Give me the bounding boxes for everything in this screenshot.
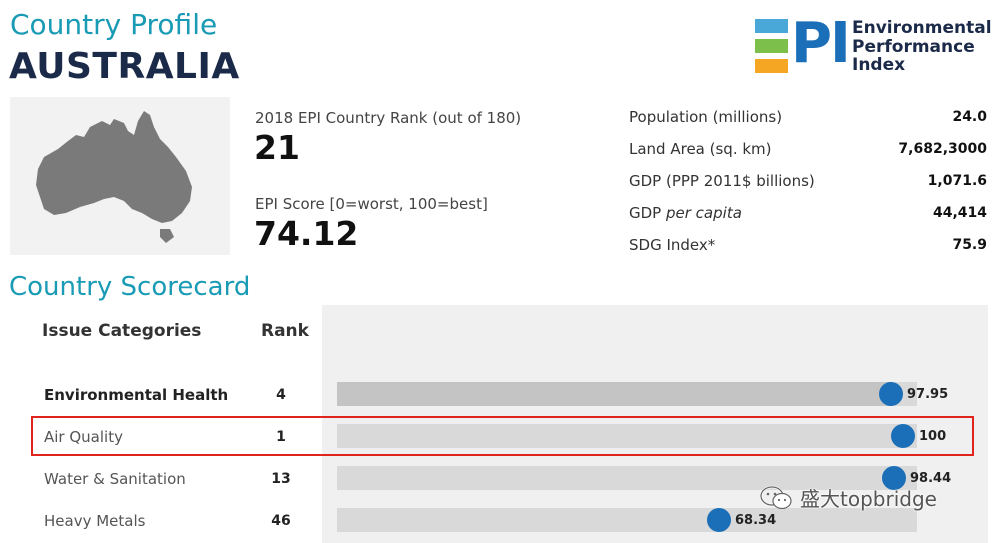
logo-line-2: Performance — [852, 36, 975, 57]
score-dot — [882, 466, 906, 490]
indicator-label: Population (millions) — [629, 108, 783, 126]
indicator-label-italic: per capita — [666, 204, 742, 222]
logo-bar-blue — [755, 19, 788, 33]
score-value-label: 97.95 — [907, 387, 949, 402]
watermark-text: 盛大topbridge — [800, 487, 937, 511]
score-bar-track — [337, 424, 917, 448]
column-header-rank: Rank — [261, 321, 309, 341]
category-label: Heavy Metals — [44, 512, 146, 530]
epi-logo: PI Environmental Performance Index — [755, 14, 995, 75]
indicator-label: SDG Index* — [629, 236, 716, 254]
indicator-value: 7,682,3000 — [898, 141, 987, 157]
logo-text: Environmental Performance Index — [852, 19, 992, 75]
rank-label: 2018 EPI Country Rank (out of 180) — [255, 109, 522, 127]
logo-bar-orange — [755, 59, 788, 73]
highlight-box — [31, 416, 974, 456]
score-bar-fill — [337, 382, 891, 406]
score-bar-track — [337, 382, 917, 406]
indicator-label-plain: GDP — [629, 204, 666, 222]
scorecard-title: Country Scorecard — [9, 272, 251, 302]
indicator-value: 44,414 — [932, 205, 987, 221]
logo-bar-green — [755, 39, 788, 53]
country-map — [10, 97, 230, 255]
score-bar-track — [337, 466, 917, 490]
indicator-value: 75.9 — [952, 237, 987, 253]
logo-line-1: Environmental — [852, 18, 992, 38]
score-dot — [707, 508, 731, 532]
category-rank: 1 — [276, 429, 286, 445]
logo-line-3: Index — [852, 55, 906, 75]
score-dot — [879, 382, 903, 406]
score-label: EPI Score [0=worst, 100=best] — [255, 195, 488, 213]
indicator-value: 24.0 — [952, 109, 987, 125]
page-title: Country Profile — [10, 8, 218, 41]
score-dot — [891, 424, 915, 448]
indicator-value: 1,071.6 — [927, 173, 987, 189]
indicator-label: Land Area (sq. km) — [629, 140, 772, 158]
column-header-category: Issue Categories — [42, 321, 202, 341]
category-label: Environmental Health — [44, 386, 229, 404]
score-bar-track — [337, 508, 917, 532]
score-value-label: 68.34 — [735, 513, 777, 528]
score-value-label: 100 — [919, 429, 947, 444]
score-value: 74.12 — [254, 214, 359, 253]
logo-letters: PI — [791, 11, 851, 76]
rank-value: 21 — [254, 128, 300, 167]
indicator-label: GDP per capita — [629, 204, 742, 222]
australia-map-icon — [36, 111, 192, 243]
category-label: Air Quality — [44, 428, 123, 446]
category-rank: 4 — [276, 387, 286, 403]
country-name: AUSTRALIA — [9, 46, 240, 87]
category-label: Water & Sanitation — [44, 470, 186, 488]
category-rank: 13 — [271, 471, 291, 487]
wechat-icon — [760, 485, 792, 510]
watermark: 盛大topbridge — [760, 485, 980, 511]
score-value-label: 98.44 — [910, 471, 952, 486]
indicator-label: GDP (PPP 2011$ billions) — [629, 172, 815, 190]
category-rank: 46 — [271, 513, 291, 529]
